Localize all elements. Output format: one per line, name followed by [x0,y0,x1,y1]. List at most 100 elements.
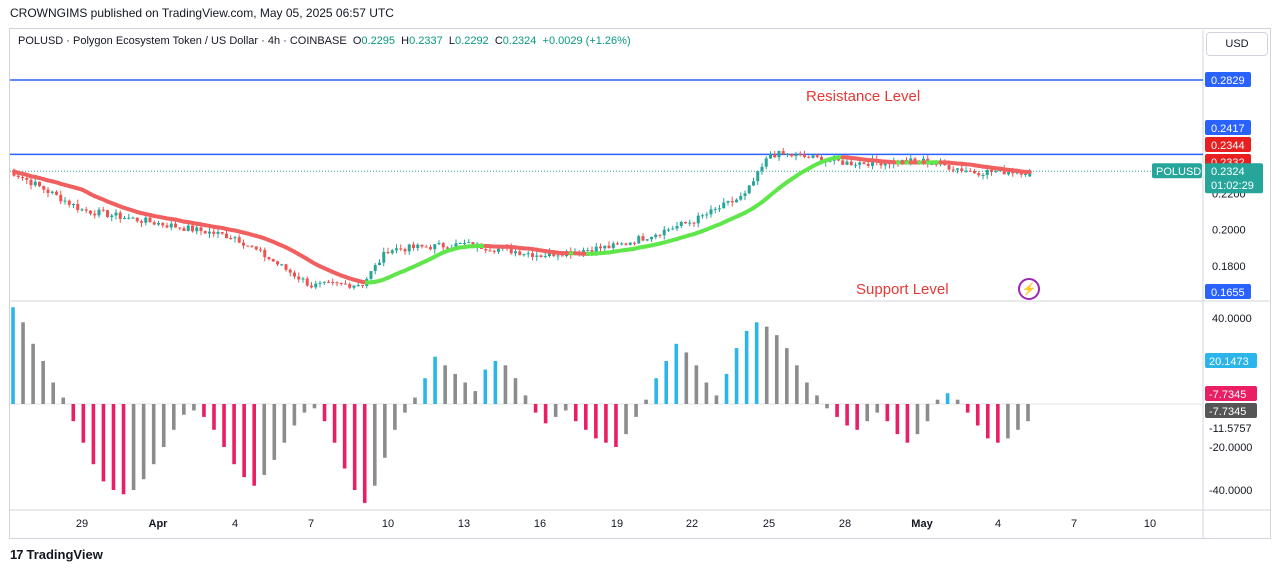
candle-body [803,154,806,157]
histogram-bar [161,404,166,447]
histogram-bar [935,399,940,404]
high-value: 0.2337 [409,35,443,47]
candle-body [862,162,866,164]
candle-body [951,169,955,171]
candle-body [654,234,658,237]
candle-body [599,246,602,249]
candle-body [981,174,985,176]
candle-body [781,151,785,155]
histogram-bar [573,404,578,422]
tradingview-logo[interactable]: 17 TradingView [10,547,103,562]
candle-body [633,242,636,244]
candle-body [518,251,522,256]
histogram-bar [31,343,35,404]
histogram-bar [965,404,970,413]
candle-body [246,245,250,247]
candle-body [118,212,122,219]
candle-body [960,168,964,172]
histogram-bar [332,404,337,443]
histogram-bar [724,373,729,404]
time-axis-label: 4 [232,518,238,530]
histogram-bar [473,391,478,404]
osc-tick-label: -11.5757 [1209,423,1252,435]
histogram-bar [694,365,699,404]
candle-body [348,284,352,288]
tradingview-brand: TradingView [26,547,103,562]
candle-body [382,251,386,263]
osc-tick-label: -20.0000 [1209,442,1252,454]
open-value: 0.2295 [361,35,396,47]
histogram-bar [232,404,236,465]
candle-body [620,243,624,245]
alert-bolt-icon[interactable]: ⚡ [1018,278,1040,300]
candle-body [242,242,245,246]
candle-body [973,170,976,174]
histogram-bar [342,404,347,469]
candle-body [514,251,517,254]
ohlc-legend: POLUSD · Polygon Ecosystem Token / US Do… [18,35,631,47]
histogram-bar [825,404,829,409]
candle-body [352,285,356,288]
candle-body [161,223,165,226]
histogram-bar [312,404,317,409]
candle-body [344,283,347,285]
candle-body [645,239,649,241]
histogram-bar [121,404,126,495]
candle-body [790,153,794,157]
histogram-bar [805,382,809,404]
candle-body [650,236,653,240]
candle-body [135,217,139,222]
candle-body [186,225,190,231]
candle-body [301,278,305,280]
osc-tick-label: -40.0000 [1209,485,1252,497]
candle-body [522,254,526,256]
candle-body [509,247,513,254]
osc-tag-label: 20.1473 [1209,356,1249,368]
symbol-tag-label: POLUSD [1156,166,1201,178]
histogram-bar [61,397,66,404]
candle-body [739,196,743,200]
candle-body [446,247,449,249]
candle-body [713,208,717,210]
candle-body [93,213,97,216]
candle-body [786,153,789,155]
candle-body [89,210,92,214]
candle-body [913,158,917,161]
price-tag-label: 0.2417 [1211,123,1245,135]
histogram-bar [704,382,709,404]
histogram-bar [302,404,307,413]
osc-tag-label: -7.7345 [1209,406,1246,418]
candle-body [25,177,29,180]
candle-body [866,163,870,166]
candle-body [560,255,564,257]
candle-body [314,283,318,288]
time-axis-label: 25 [763,518,775,530]
open-label: O [352,35,362,47]
price-tag-label: 0.2344 [1211,140,1245,152]
candle-body [386,251,390,254]
histogram-bar [996,404,1000,443]
candle-body [59,194,63,202]
candle-body [492,250,496,252]
histogram-bar [212,404,216,430]
candle-body [208,231,211,234]
histogram-bar [1016,404,1020,430]
histogram-bar [855,404,859,430]
candle-body [964,170,968,172]
symbol-line[interactable]: POLUSD · Polygon Ecosystem Token / US Do… [18,35,347,47]
candle-body [1024,173,1027,175]
histogram-bar [684,352,689,404]
histogram-bar [222,404,226,447]
candle-body [773,154,777,158]
candle-body [968,170,972,172]
candle-body [1002,168,1006,175]
histogram-bar [252,404,256,486]
histogram-bar [493,361,498,404]
currency-button[interactable]: USD [1206,32,1268,56]
candle-body [84,209,88,211]
histogram-bar [533,404,538,413]
candle-body [80,209,84,211]
candle-body [29,179,33,186]
symbol-tag-bg [1152,163,1202,179]
